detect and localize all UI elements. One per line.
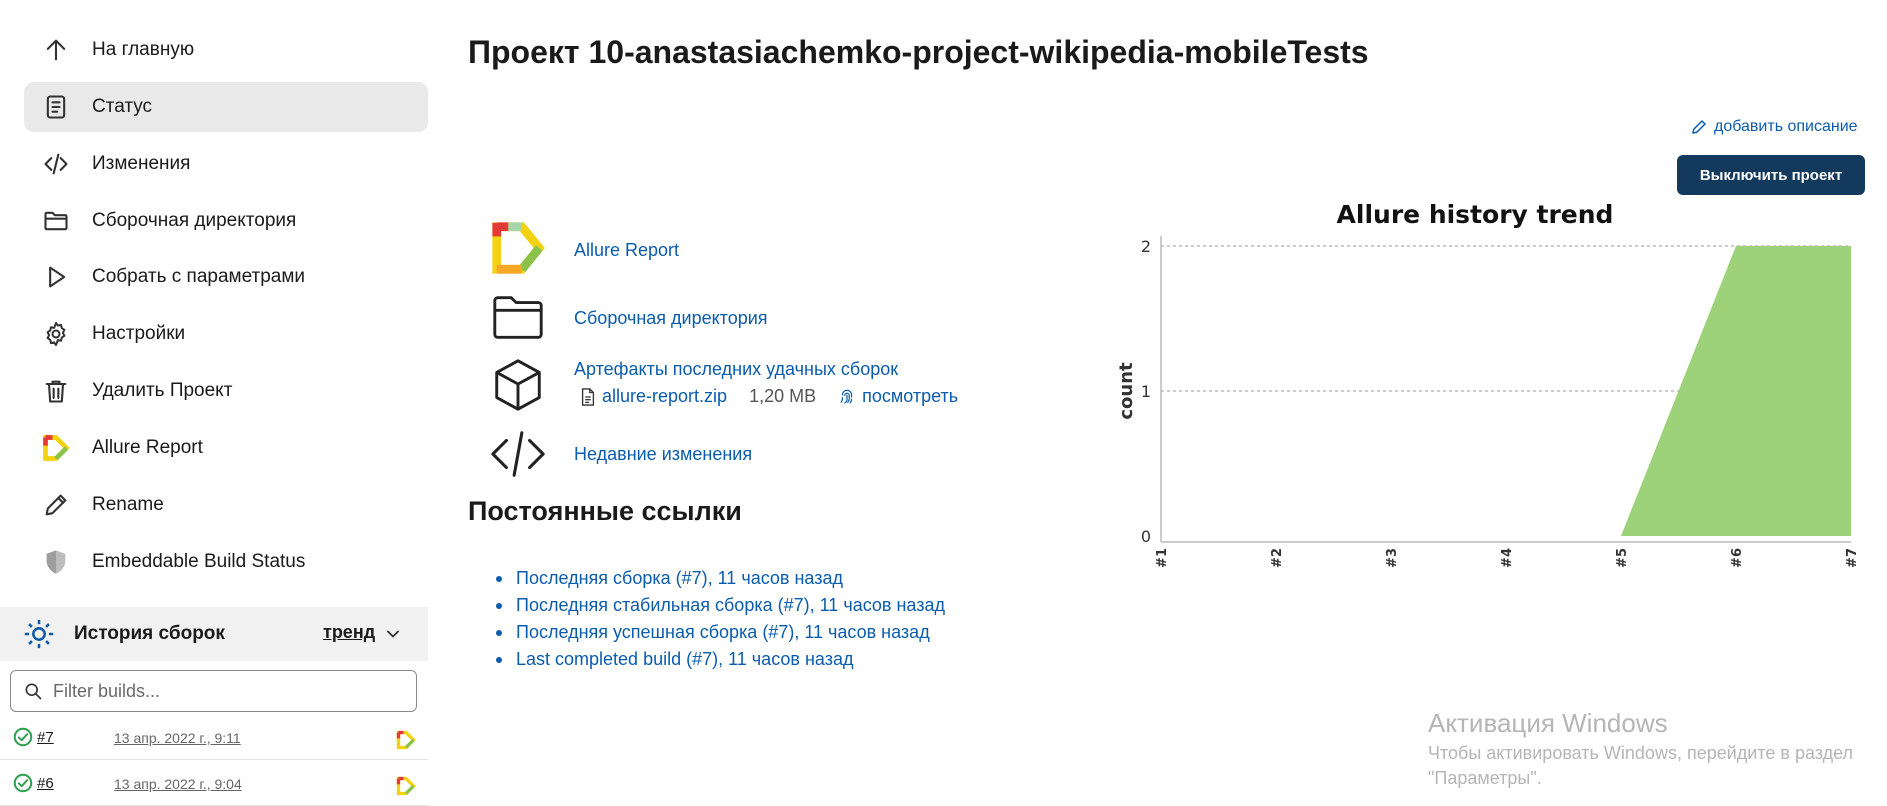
artifact-entry: allure-report.zip 1,20 MB посмотреть xyxy=(580,386,958,407)
sidebar-item-build-with-params[interactable]: Собрать с параметрами xyxy=(24,252,428,302)
artifacts-row: Артефакты последних удачных сборок xyxy=(488,355,898,415)
sidebar-item-label: Настройки xyxy=(92,323,186,344)
chart-x-tick-label: #4 xyxy=(1500,548,1515,568)
allure-history-trend-chart[interactable]: Allure history trend count 0 1 2 #1 #2 #3 #4 #5 #6… xyxy=(1110,190,1880,600)
build-date-link[interactable]: 13 апр. 2022 г., 9:11 xyxy=(114,730,241,746)
artifact-size: 1,20 MB xyxy=(749,386,817,406)
sidebar-item-label: Rename xyxy=(92,494,164,515)
build-number-link[interactable]: #7 xyxy=(37,729,54,746)
add-description-label: добавить описание xyxy=(1714,118,1858,135)
windows-activation-text: Чтобы активировать Windows, перейдите в … xyxy=(1428,743,1854,763)
artifact-file-link[interactable]: allure-report.zip xyxy=(602,386,728,406)
build-history-title: История сборок xyxy=(74,623,225,644)
build-date-link[interactable]: 13 апр. 2022 г., 9:04 xyxy=(114,776,242,792)
build-number-link[interactable]: #6 xyxy=(37,775,54,792)
allure-report-icon[interactable] xyxy=(396,776,416,796)
sidebar-item-label: Удалить Проект xyxy=(92,380,233,401)
sidebar-item-allure-report[interactable]: Allure Report xyxy=(24,423,428,473)
chart-x-tick-label: #3 xyxy=(1385,548,1400,568)
allure-report-link[interactable]: Allure Report xyxy=(574,240,680,260)
chart-x-tick-label: #5 xyxy=(1615,548,1630,568)
gear-icon xyxy=(38,316,74,352)
fingerprint-icon[interactable] xyxy=(838,388,856,406)
allure-report-row: Allure Report xyxy=(488,218,679,278)
sidebar-item-changes[interactable]: Изменения xyxy=(24,139,428,189)
build-row[interactable]: #7 13 апр. 2022 г., 9:11 xyxy=(0,716,428,760)
chart-y-tick-label: 1 xyxy=(1141,382,1151,401)
sidebar-item-label: Собрать с параметрами xyxy=(92,266,306,287)
folder-icon[interactable] xyxy=(488,288,548,348)
arrow-up-icon xyxy=(38,32,74,68)
trend-link[interactable]: тренд xyxy=(323,622,376,642)
sidebar-item-label: Allure Report xyxy=(92,437,203,458)
windows-activation-text: "Параметры". xyxy=(1428,768,1542,788)
sidebar-item-embeddable-build-status[interactable]: Embeddable Build Status xyxy=(24,537,428,587)
sidebar-item-label: Изменения xyxy=(92,153,191,174)
filter-builds-input[interactable] xyxy=(53,680,393,702)
pencil-icon xyxy=(38,487,74,523)
chart-y-axis-label: count xyxy=(1116,362,1137,420)
file-icon xyxy=(581,387,595,406)
sidebar-item-label: Сборочная директория xyxy=(92,210,297,231)
build-history-header: История сборок тренд xyxy=(0,607,428,661)
pencil-icon xyxy=(1692,120,1706,134)
sidebar-item-delete-project[interactable]: Удалить Проект xyxy=(24,366,428,416)
permalink-last-completed-build[interactable]: Last completed build (#7), 11 часов наза… xyxy=(516,649,854,669)
recent-changes-link[interactable]: Недавние изменения xyxy=(574,444,753,464)
windows-activation-title: Активация Windows xyxy=(1428,708,1668,738)
chart-x-tick-label: #1 xyxy=(1155,548,1170,568)
chart-x-tick-label: #6 xyxy=(1730,548,1745,568)
page-title: Проект 10-anastasiachemko-project-wikipe… xyxy=(468,34,1369,70)
sidebar-item-rename[interactable]: Rename xyxy=(24,480,428,530)
chart-title: Allure history trend xyxy=(1337,200,1614,229)
workspace-link[interactable]: Сборочная директория xyxy=(574,308,768,328)
package-icon xyxy=(488,355,548,415)
permalink-last-successful-build[interactable]: Последняя успешная сборка (#7), 11 часов… xyxy=(516,622,930,642)
sidebar-item-label: На главную xyxy=(92,39,195,60)
sidebar-item-label: Embeddable Build Status xyxy=(92,551,306,572)
chart-x-tick-label: #7 xyxy=(1845,548,1860,568)
play-icon xyxy=(38,259,74,295)
permalinks-title: Постоянные ссылки xyxy=(468,496,742,526)
search-icon xyxy=(25,683,42,700)
add-description-link[interactable]: добавить описание xyxy=(1690,118,1858,136)
list-item: Последняя стабильная сборка (#7), 11 час… xyxy=(488,592,945,619)
folder-icon xyxy=(38,203,74,239)
sidebar-item-status[interactable]: Статус xyxy=(24,82,428,132)
trash-icon xyxy=(38,373,74,409)
build-history-icon xyxy=(22,617,56,651)
allure-logo-icon[interactable] xyxy=(488,218,548,278)
permalink-last-build[interactable]: Последняя сборка (#7), 11 часов назад xyxy=(516,568,843,588)
allure-report-icon[interactable] xyxy=(396,730,416,750)
list-item: Last completed build (#7), 11 часов наза… xyxy=(488,646,945,673)
recent-changes-row: Недавние изменения xyxy=(488,424,752,484)
sidebar-item-settings[interactable]: Настройки xyxy=(24,309,428,359)
chart-area-series xyxy=(1161,246,1851,536)
allure-logo-icon xyxy=(38,430,74,466)
filter-builds-field[interactable] xyxy=(10,670,417,712)
chart-y-tick-label: 0 xyxy=(1141,527,1151,546)
permalink-last-stable-build[interactable]: Последняя стабильная сборка (#7), 11 час… xyxy=(516,595,945,615)
success-check-icon xyxy=(13,773,33,793)
sidebar-item-label: Статус xyxy=(92,96,153,117)
list-item: Последняя успешная сборка (#7), 11 часов… xyxy=(488,619,945,646)
chart-y-tick-label: 2 xyxy=(1141,237,1151,256)
chart-x-tick-label: #2 xyxy=(1270,548,1285,568)
code-icon xyxy=(38,146,74,182)
sidebar-item-workspace[interactable]: Сборочная директория xyxy=(24,196,428,246)
artifact-view-link[interactable]: посмотреть xyxy=(862,386,959,406)
code-icon[interactable] xyxy=(488,424,548,484)
permalinks-list: Последняя сборка (#7), 11 часов назад По… xyxy=(488,565,945,673)
artifacts-link[interactable]: Артефакты последних удачных сборок xyxy=(574,359,899,379)
workspace-row: Сборочная директория xyxy=(488,288,768,348)
shield-icon xyxy=(38,544,74,580)
sidebar-item-home[interactable]: На главную xyxy=(24,25,428,75)
sidebar: На главную Статус Изменения Сборочная ди… xyxy=(0,0,428,806)
list-item: Последняя сборка (#7), 11 часов назад xyxy=(488,565,945,592)
disable-project-button[interactable]: Выключить проект xyxy=(1677,155,1865,195)
success-check-icon xyxy=(13,727,33,747)
chevron-down-icon[interactable] xyxy=(383,624,403,644)
document-icon xyxy=(38,89,74,125)
build-row[interactable]: #6 13 апр. 2022 г., 9:04 xyxy=(0,762,428,806)
